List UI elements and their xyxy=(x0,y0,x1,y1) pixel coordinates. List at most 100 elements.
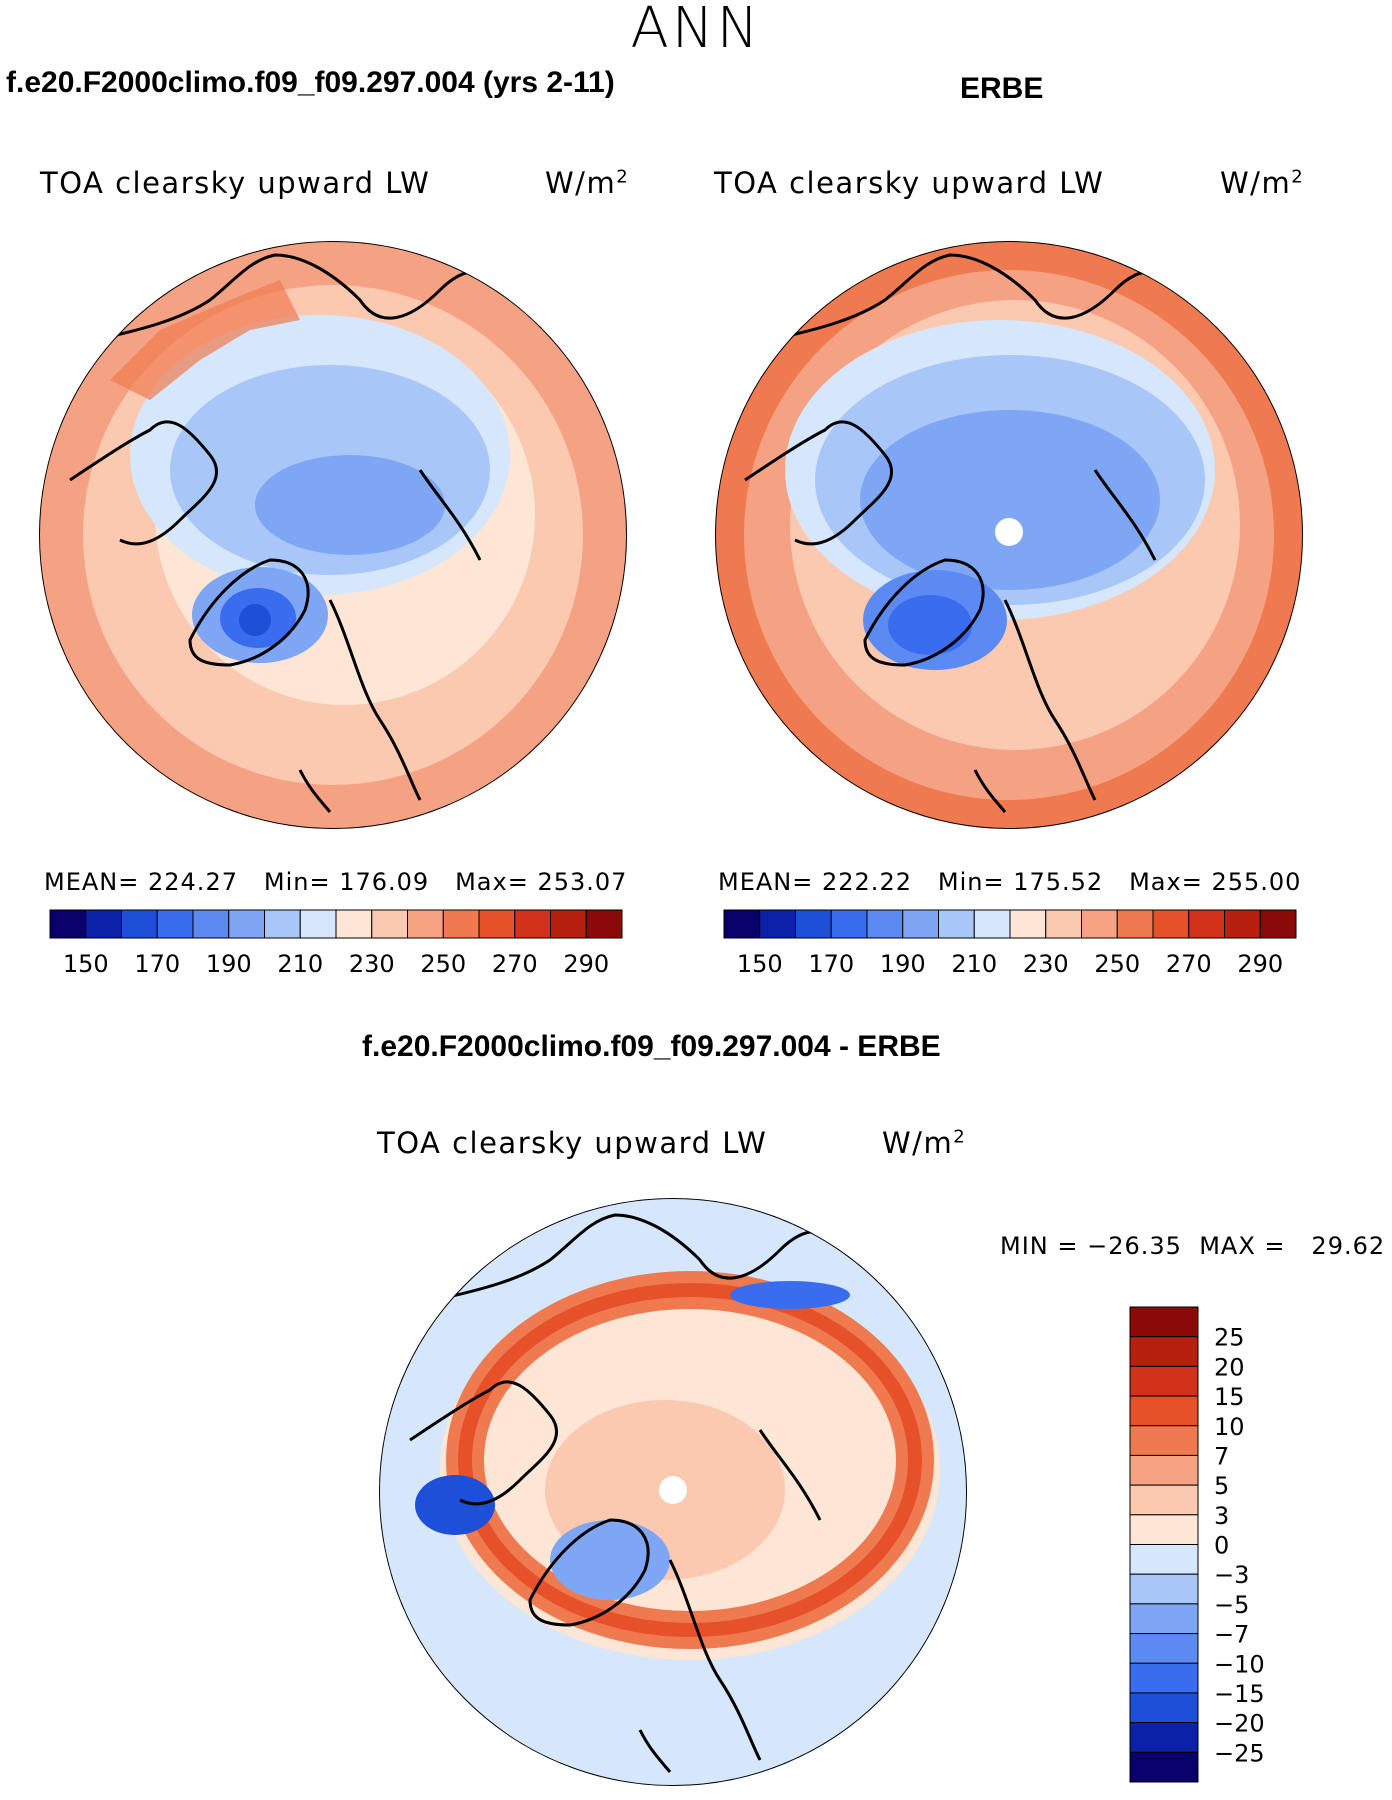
panel1-colorbar-box xyxy=(550,909,587,939)
case-title: f.e20.F2000climo.f09_f09.297.004 (yrs 2-… xyxy=(6,66,615,99)
panel1-colorbar-box xyxy=(299,909,337,939)
panel1-colorbar-box xyxy=(442,909,480,939)
panel2-colorbar-box xyxy=(759,909,796,939)
panel2-colorbar: 150 170 190 210 230 250 270 290 xyxy=(723,909,1297,978)
panel1-colorbar-box xyxy=(585,909,623,939)
panel1-colorbar-tick-label: 290 xyxy=(563,950,609,978)
panel1-greenland-170 xyxy=(239,604,271,636)
panel1-colorbar-box xyxy=(85,909,122,939)
panel1-colorbar-tick-label: 270 xyxy=(492,950,538,978)
panel3-colorbar-tick-label: 7 xyxy=(1214,1442,1229,1470)
panel3-colorbar-box xyxy=(1129,1306,1199,1338)
panel2-colorbar-tick-label: 150 xyxy=(737,950,783,978)
panel3-colorbar-tick-label: 5 xyxy=(1214,1472,1229,1500)
panel2-region-200 xyxy=(860,410,1160,590)
panel1-colorbar-box xyxy=(121,909,158,939)
panel3-colorbar-tick-label: −5 xyxy=(1214,1591,1249,1619)
panel2-coastlines xyxy=(744,253,1176,813)
panel3-colorbar-box xyxy=(1129,1425,1199,1456)
panel3-colorbar-box xyxy=(1129,1454,1199,1486)
panel2-colorbar-tick-label: 190 xyxy=(880,950,926,978)
panel1-colorbar-box xyxy=(514,909,551,939)
panel1-colorbar-tick-label: 210 xyxy=(277,950,323,978)
panel2-colorbar-box xyxy=(1081,909,1118,939)
panel3-colorbar-box xyxy=(1129,1573,1199,1605)
panel1-colorbar-tick-label: 170 xyxy=(134,950,180,978)
panel2-pole-hole xyxy=(995,518,1023,546)
panel3-siberia-minus10 xyxy=(730,1281,850,1309)
panel1-map xyxy=(39,241,627,829)
panel3-greenland-minus5 xyxy=(550,1520,670,1600)
panel3-colorbar-tick-label: −7 xyxy=(1214,1621,1249,1649)
panel3-variable-label: TOA clearsky upward LW xyxy=(377,1126,768,1160)
panel3-colorbar-tick-label: 15 xyxy=(1214,1383,1245,1411)
panel3-colorbar-box xyxy=(1129,1484,1199,1516)
panel3-colorbar-tick-label: 25 xyxy=(1214,1324,1245,1352)
panel2-colorbar-tick-label: 210 xyxy=(951,950,997,978)
panel2-units: W/m2 xyxy=(1220,166,1305,200)
panel3-colorbar-tick-label: −10 xyxy=(1214,1650,1265,1678)
panel3-colorbar-tick-label: 20 xyxy=(1214,1353,1245,1381)
panel2-colorbar-box xyxy=(1259,909,1297,939)
panel2-colorbar-box xyxy=(866,909,904,939)
panel1-colorbar-box xyxy=(371,909,408,939)
diff-title: f.e20.F2000climo.f09_f09.297.004 - ERBE xyxy=(362,1030,941,1063)
panel2-colorbar-box xyxy=(1116,909,1154,939)
panel2-colorbar-tick-label: 230 xyxy=(1023,950,1069,978)
panel3-colorbar-box xyxy=(1129,1544,1199,1575)
panel2-map xyxy=(715,241,1303,829)
panel1-colorbar-box xyxy=(264,909,301,939)
panel2-colorbar-box xyxy=(723,909,761,939)
panel1-colorbar-box xyxy=(228,909,265,939)
panel3-map xyxy=(379,1198,967,1786)
panel3-colorbar-tick-label: 0 xyxy=(1214,1532,1229,1560)
obs-title: ERBE xyxy=(960,72,1044,105)
panel3-units: W/m2 xyxy=(882,1126,967,1160)
panel1-colorbar-box xyxy=(407,909,444,939)
panel3-colorbar-tick-label: −15 xyxy=(1214,1680,1265,1708)
panel3-colorbar-box xyxy=(1129,1365,1199,1397)
panel1-colorbar-box xyxy=(478,909,516,939)
panel2-colorbar-box xyxy=(1152,909,1190,939)
panel3-colorbar-box xyxy=(1129,1662,1199,1694)
panel3-colorbar-tick-label: −25 xyxy=(1214,1739,1265,1767)
panel1-variable-label: TOA clearsky upward LW xyxy=(40,166,431,200)
panel1-colorbar-tick-label: 230 xyxy=(349,950,395,978)
panel3-colorbar-box xyxy=(1129,1692,1199,1724)
panel3-colorbar-box xyxy=(1129,1395,1199,1427)
panel2-greenland-180 xyxy=(888,595,972,655)
panel1-coastlines xyxy=(69,253,501,813)
panel1-region-200 xyxy=(255,455,445,555)
panel3-colorbar-box xyxy=(1129,1751,1199,1783)
panel1-colorbar-box xyxy=(49,909,87,939)
panel3-colorbar-tick-label: 10 xyxy=(1214,1413,1245,1441)
panel1-siberia-260 xyxy=(110,280,300,400)
panel1-stats: MEAN= 224.27 Min= 176.09 Max= 253.07 xyxy=(44,868,628,896)
panel2-colorbar-tick-label: 170 xyxy=(808,950,854,978)
panel3-coastlines xyxy=(409,1213,841,1773)
panel2-colorbar-tick-label: 250 xyxy=(1094,950,1140,978)
panel3-colorbar-tick-label: 3 xyxy=(1214,1502,1229,1530)
panel1-colorbar-tick-label: 150 xyxy=(63,950,109,978)
panel3-colorbar-box xyxy=(1129,1514,1199,1545)
panel3-colorbar-box xyxy=(1129,1603,1199,1635)
panel2-colorbar-box xyxy=(795,909,832,939)
panel3-alaska-minus15 xyxy=(415,1475,495,1535)
panel3-pole-hole xyxy=(659,1476,687,1504)
panel2-colorbar-tick-label: 270 xyxy=(1166,950,1212,978)
panel2-colorbar-box xyxy=(1045,909,1082,939)
panel2-colorbar-tick-label: 290 xyxy=(1237,950,1283,978)
panel3-colorbar-tick-label: −20 xyxy=(1214,1710,1265,1738)
panel2-stats: MEAN= 222.22 Min= 175.52 Max= 255.00 xyxy=(718,868,1302,896)
panel3-colorbar-box xyxy=(1129,1336,1199,1367)
panel2-colorbar-box xyxy=(1009,909,1047,939)
panel2-colorbar-box xyxy=(902,909,939,939)
page-title: ANN xyxy=(630,0,762,61)
panel1-units: W/m2 xyxy=(545,166,630,200)
panel1-colorbar-tick-label: 250 xyxy=(420,950,466,978)
panel3-colorbar-box xyxy=(1129,1722,1199,1753)
panel2-variable-label: TOA clearsky upward LW xyxy=(714,166,1105,200)
panel1-colorbar-box xyxy=(335,909,373,939)
